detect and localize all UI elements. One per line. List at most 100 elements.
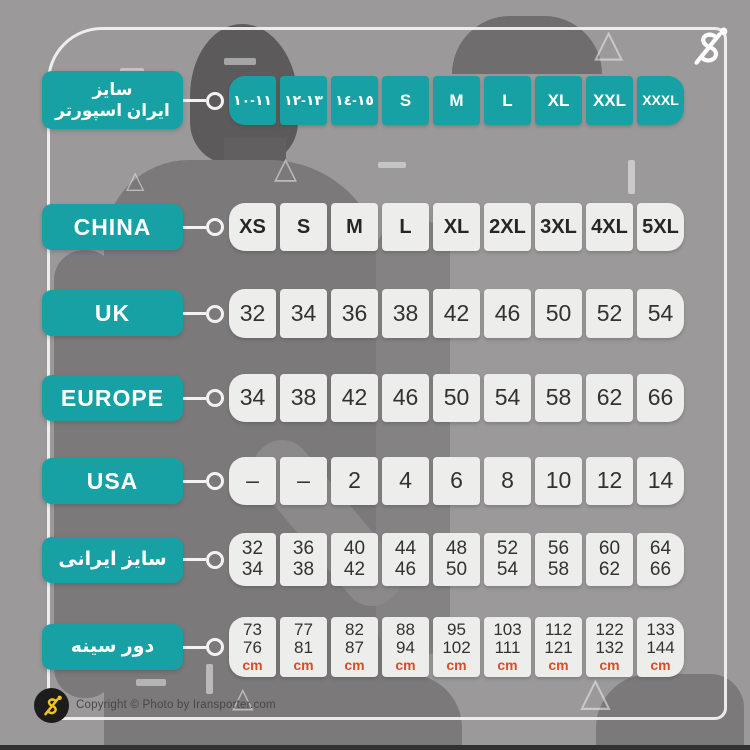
cell-usa-6: 8 <box>484 457 531 505</box>
iransporter-logo-icon <box>694 27 728 65</box>
cell-value: XL <box>547 90 570 110</box>
row-label-uk: UK <box>42 290 183 336</box>
cell-value: 5XL <box>642 215 679 238</box>
cell-value: 66 <box>649 558 672 580</box>
cell-value: ۱٤-۱٥ <box>335 91 374 108</box>
cell-chest-circumference-3: 82 87 cm <box>331 617 378 677</box>
cell-chest-circumference-9: 133 144 cm <box>637 617 684 677</box>
cell-uk-6: 46 <box>484 289 531 338</box>
cell-value: 58 <box>545 384 572 411</box>
cell-value: 52 <box>496 537 519 559</box>
cell-iransporter-size-8: XXL <box>586 76 633 125</box>
cell-china-7: 3XL <box>535 203 582 251</box>
cell-value: 38 <box>292 558 315 580</box>
cell-iranian-size-4: 44 46 <box>382 533 429 586</box>
cell-china-5: XL <box>433 203 480 251</box>
cell-value: 122 <box>595 619 624 639</box>
row-label-europe: EUROPE <box>42 375 183 421</box>
cell-value: 54 <box>496 558 519 580</box>
cell-value: 10 <box>545 467 572 494</box>
cell-china-9: 5XL <box>637 203 684 251</box>
silhouette-left-hand <box>126 598 248 750</box>
cell-value: 3XL <box>540 215 577 238</box>
cell-iransporter-size-2: ۱۲-۱۳ <box>280 76 327 125</box>
triangle-decoration: △ <box>126 166 145 194</box>
cell-value: L <box>502 90 513 110</box>
dash-decoration <box>378 162 406 168</box>
cell-value: 81 <box>294 637 313 657</box>
cell-value: 50 <box>443 384 470 411</box>
cell-uk-3: 36 <box>331 289 378 338</box>
cell-iranian-size-9: 64 66 <box>637 533 684 586</box>
cell-unit: cm <box>599 657 620 674</box>
cell-value: M <box>346 215 363 238</box>
cell-chest-circumference-4: 88 94 cm <box>382 617 429 677</box>
dash-decoration <box>136 679 166 686</box>
cell-usa-3: 2 <box>331 457 378 505</box>
cell-value: 36 <box>341 299 368 326</box>
cell-value: XL <box>443 215 470 238</box>
silhouette-raised-arm <box>452 16 602 74</box>
cell-europe-7: 58 <box>535 374 582 422</box>
cell-china-8: 4XL <box>586 203 633 251</box>
frame-border <box>47 27 727 720</box>
cell-value: 8 <box>501 467 514 494</box>
cell-iransporter-size-3: ۱٤-۱٥ <box>331 76 378 125</box>
row-label-text: ایران اسپورتر <box>55 101 170 120</box>
cell-usa-8: 12 <box>586 457 633 505</box>
cell-value: 56 <box>547 537 570 559</box>
cell-chest-circumference-2: 77 81 cm <box>280 617 327 677</box>
cell-unit: cm <box>650 657 671 674</box>
cell-iranian-size-2: 36 38 <box>280 533 327 586</box>
cell-value: 73 <box>243 619 262 639</box>
cell-usa-9: 14 <box>637 457 684 505</box>
cell-value: 62 <box>596 384 623 411</box>
row-label-chest-circumference: دور سینه <box>42 624 183 670</box>
cell-iransporter-size-9: XXXL <box>637 76 684 125</box>
cell-iransporter-size-6: L <box>484 76 531 125</box>
bar-decoration <box>206 664 213 694</box>
cell-iranian-size-1: 32 34 <box>229 533 276 586</box>
cell-value: 44 <box>394 537 417 559</box>
cell-usa-4: 4 <box>382 457 429 505</box>
cell-uk-2: 34 <box>280 289 327 338</box>
cell-value: 36 <box>292 537 315 559</box>
connector-line <box>183 558 206 561</box>
cell-value: 54 <box>494 384 521 411</box>
cell-value: 88 <box>396 619 415 639</box>
connector-line <box>183 645 206 649</box>
cell-unit: cm <box>242 657 263 674</box>
cell-uk-7: 50 <box>535 289 582 338</box>
cell-europe-6: 54 <box>484 374 531 422</box>
dash-decoration <box>224 58 256 65</box>
cell-unit: cm <box>446 657 467 674</box>
cell-europe-1: 34 <box>229 374 276 422</box>
row-label-text: USA <box>86 467 139 494</box>
cell-value: 2 <box>348 467 361 494</box>
cell-value: M <box>449 90 464 110</box>
cell-value: S <box>399 90 412 110</box>
cell-value: 66 <box>647 384 674 411</box>
bottom-edge-strip <box>0 745 750 750</box>
cell-value: XS <box>239 215 266 238</box>
connector-ring <box>206 304 224 323</box>
cell-value: S <box>296 215 311 238</box>
row-cells-chest-circumference: 73 76 cm 77 81 cm 82 87 cm 88 94 cm 95 102 cm 103 111 cm 1… <box>229 617 684 677</box>
cell-china-6: 2XL <box>484 203 531 251</box>
cell-usa-7: 10 <box>535 457 582 505</box>
cell-value: 50 <box>545 299 572 326</box>
row-label-text: UK <box>94 299 131 326</box>
cell-value: 87 <box>345 637 364 657</box>
connector-line <box>183 396 206 400</box>
triangle-decoration: △ <box>274 151 298 186</box>
connector-ring <box>206 550 224 569</box>
cell-value: 4XL <box>591 215 628 238</box>
bar-decoration <box>628 160 635 194</box>
connector-ring <box>206 91 224 110</box>
silhouette-left-leg <box>270 674 462 750</box>
cell-value: 32 <box>241 537 264 559</box>
cell-uk-8: 52 <box>586 289 633 338</box>
cell-value: – <box>297 467 310 494</box>
cell-uk-5: 42 <box>433 289 480 338</box>
cell-uk-4: 38 <box>382 289 429 338</box>
